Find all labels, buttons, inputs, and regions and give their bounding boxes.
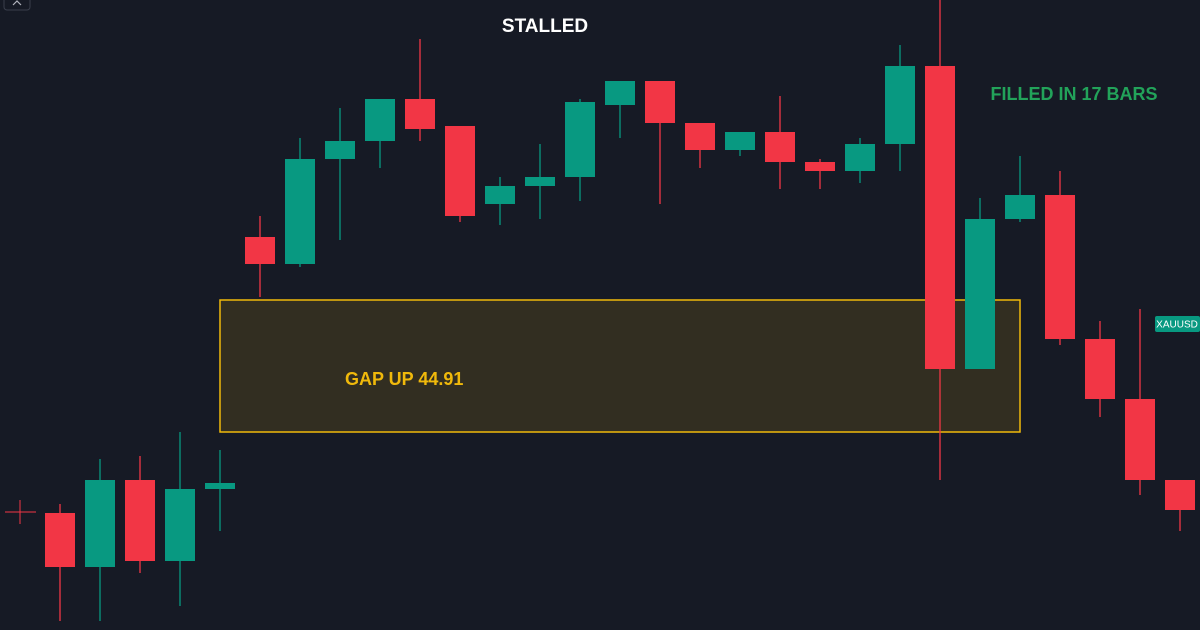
gap-zone xyxy=(219,299,1021,433)
candle-body xyxy=(1005,195,1035,219)
candle-body xyxy=(765,132,795,162)
candle-body xyxy=(685,123,715,150)
candle-body xyxy=(125,480,155,561)
candle-body xyxy=(925,66,955,369)
candle-body xyxy=(405,99,435,129)
candle-body xyxy=(1085,339,1115,399)
candle-body xyxy=(725,132,755,150)
candle-body xyxy=(525,177,555,186)
collapse-button[interactable] xyxy=(3,0,31,11)
candle-body xyxy=(365,99,395,141)
candle-body xyxy=(645,81,675,123)
annotation: FILLED IN 17 BARS xyxy=(990,84,1157,104)
candle-body xyxy=(285,159,315,264)
plot: GAP UP 44.91 xyxy=(45,0,1195,621)
candle-body xyxy=(605,81,635,105)
candle-body xyxy=(45,513,75,567)
candle-body xyxy=(445,126,475,216)
candle-body xyxy=(845,144,875,171)
collapse-icon xyxy=(12,0,22,6)
gap-label: GAP UP 44.91 xyxy=(345,369,463,389)
candle-body xyxy=(165,489,195,561)
candle-body xyxy=(965,219,995,369)
candle-body xyxy=(1125,399,1155,480)
candle-body xyxy=(1165,480,1195,510)
candle-body xyxy=(1045,195,1075,339)
candle-body xyxy=(205,483,235,489)
symbol-badge xyxy=(1155,316,1200,332)
candle-body xyxy=(805,162,835,171)
candle-body xyxy=(325,141,355,159)
title: STALLED xyxy=(502,16,588,37)
candle-body xyxy=(565,102,595,177)
symbol-label: XAUUSD xyxy=(1156,320,1198,331)
candle-body xyxy=(245,237,275,264)
candle-body xyxy=(85,480,115,567)
candle-body xyxy=(485,186,515,204)
candle-body xyxy=(885,66,915,144)
